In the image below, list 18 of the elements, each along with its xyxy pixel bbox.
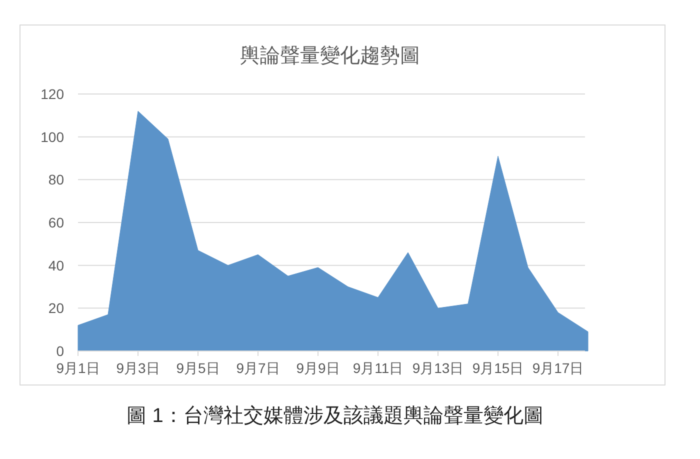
x-tick-label: 9月9日 xyxy=(296,360,340,376)
y-tick-label: 100 xyxy=(40,128,64,145)
x-tick-label: 9月17日 xyxy=(532,360,584,376)
x-tick-label: 9月1日 xyxy=(56,360,100,376)
y-tick-label: 60 xyxy=(48,214,64,230)
y-tick-label: 80 xyxy=(48,172,64,188)
x-tick-label: 9月15日 xyxy=(472,360,524,376)
x-tick-label: 9月13日 xyxy=(412,360,464,376)
x-tick-label: 9月7日 xyxy=(236,360,280,376)
y-tick-label: 20 xyxy=(48,300,64,316)
x-tick-label: 9月3日 xyxy=(116,360,160,376)
y-tick-label: 120 xyxy=(40,86,64,102)
x-tick-label: 9月5日 xyxy=(176,360,220,376)
caption: 圖 1：台灣社交媒體涉及該議題輿論聲量變化圖 xyxy=(126,404,544,427)
chart-title: 輿論聲量變化趨勢圖 xyxy=(240,45,420,67)
y-tick-label: 40 xyxy=(48,257,64,274)
x-tick-label: 9月11日 xyxy=(352,360,404,376)
y-tick-label: 0 xyxy=(56,343,64,359)
